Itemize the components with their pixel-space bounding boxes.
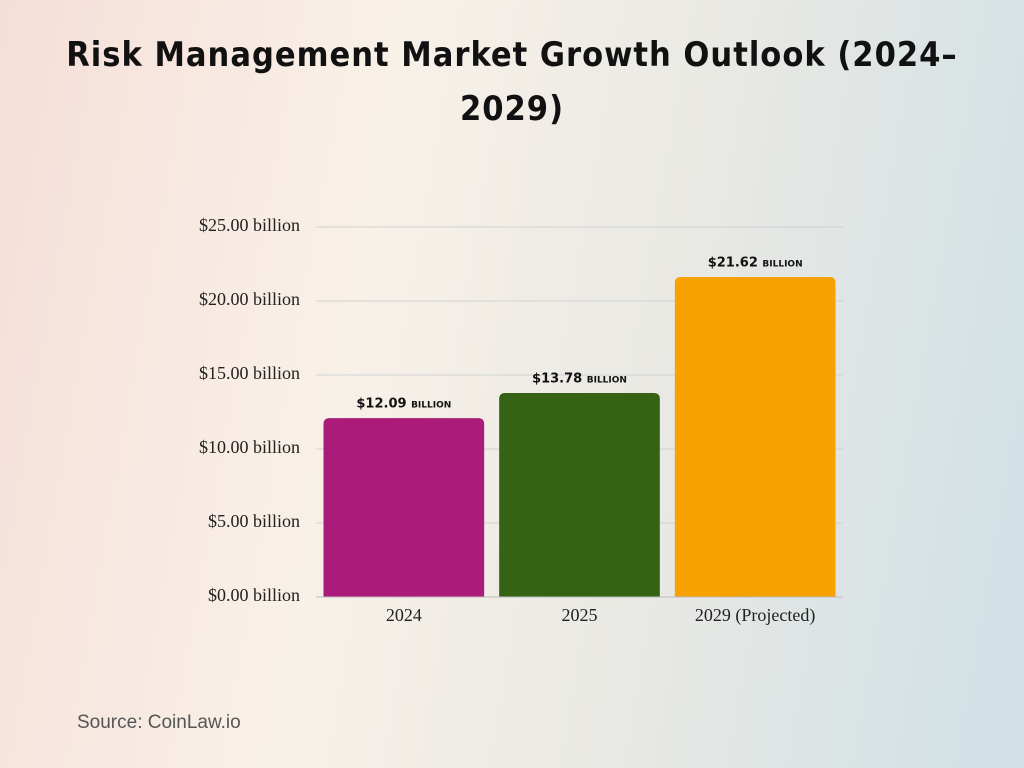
x-tick-label: 2025 bbox=[562, 605, 598, 625]
y-tick-label: $5.00 billion bbox=[208, 511, 300, 531]
y-tick-label: $10.00 billion bbox=[199, 437, 300, 457]
source: Source: CoinLaw.io bbox=[77, 712, 241, 733]
value-label: $13.78 billion bbox=[532, 372, 627, 387]
value-label: $21.62 billion bbox=[708, 256, 803, 271]
bar bbox=[499, 393, 660, 597]
y-tick-label: $25.00 billion bbox=[199, 215, 300, 235]
chart-title: Risk Management Market Growth Outlook (2… bbox=[66, 35, 958, 129]
x-tick-label: 2024 bbox=[386, 605, 422, 625]
bar bbox=[323, 418, 485, 597]
bar bbox=[674, 277, 836, 597]
x-tick-label: 2029 (Projected) bbox=[695, 605, 815, 626]
y-tick-label: $15.00 billion bbox=[199, 363, 300, 383]
value-label: $12.09 billion bbox=[356, 397, 451, 412]
y-tick-label: $0.00 billion bbox=[208, 585, 300, 605]
y-tick-label: $20.00 billion bbox=[199, 289, 300, 309]
